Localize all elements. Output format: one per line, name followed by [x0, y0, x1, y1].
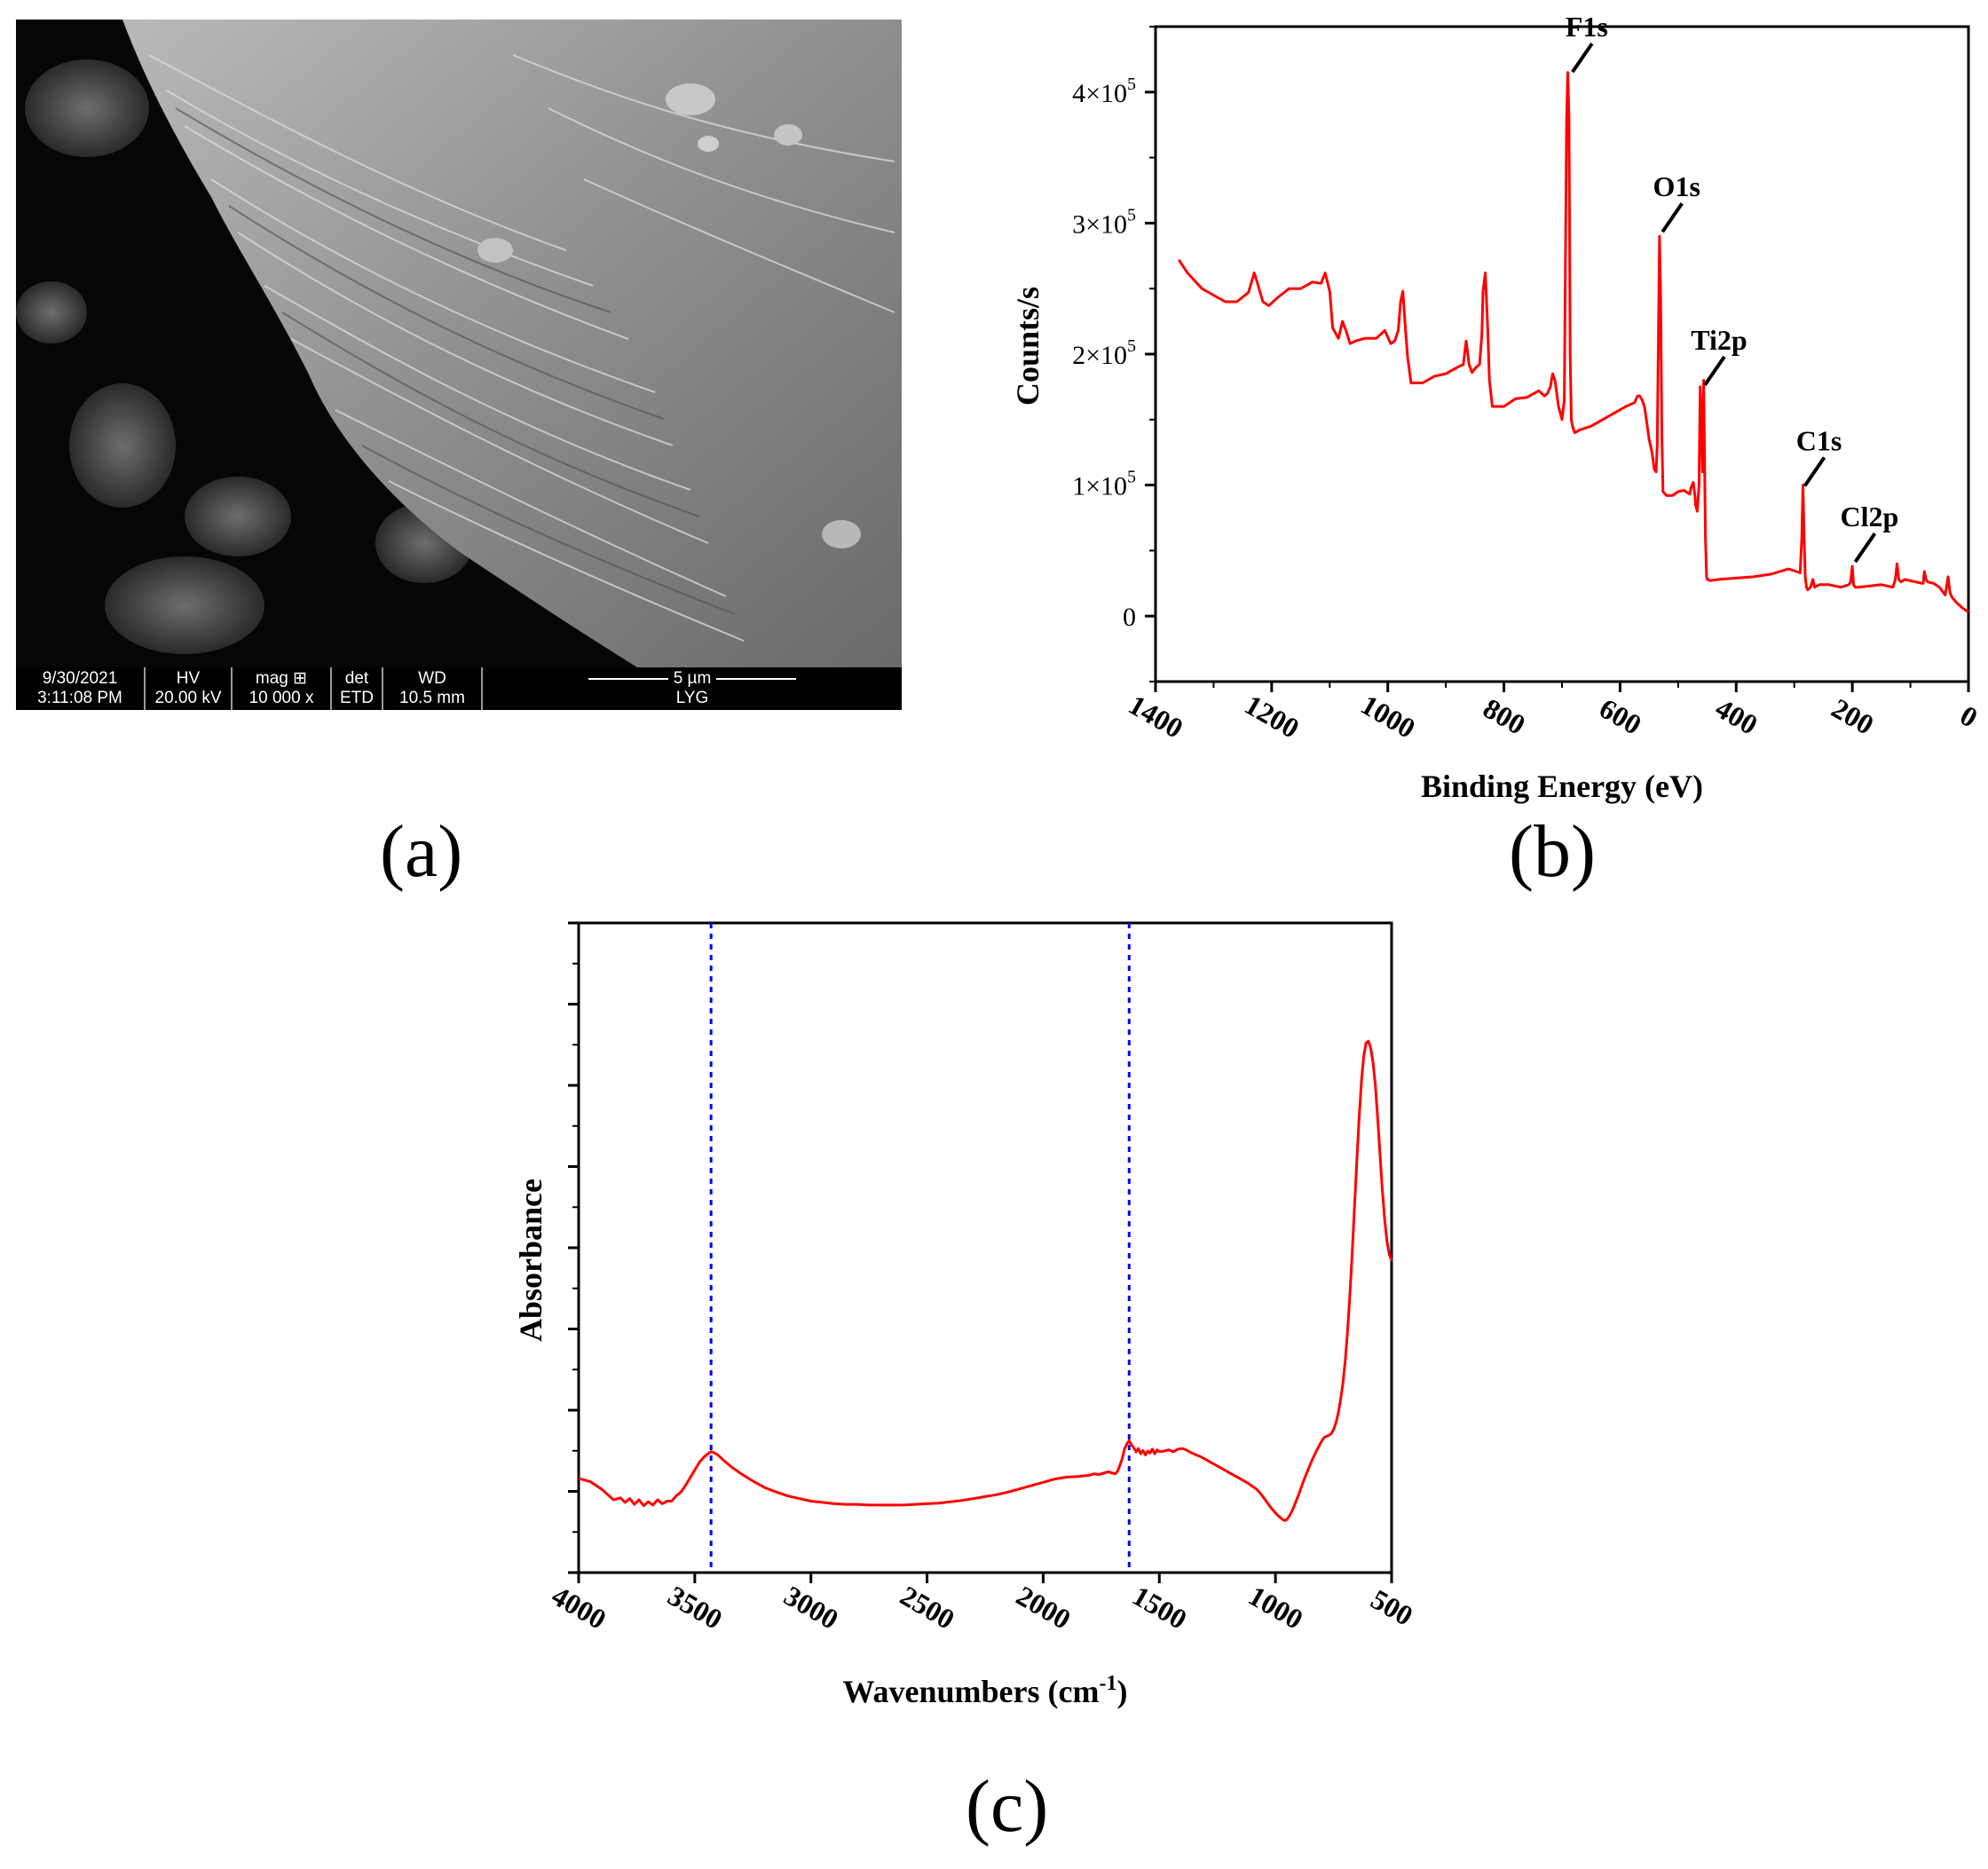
ftir-spectrum-line	[578, 1039, 1393, 1522]
sem-scale-cell: 5 µm LYG	[483, 667, 902, 710]
scale-bar: 5 µm	[588, 669, 797, 689]
ftir-y-axis-label: Absorbance	[513, 1179, 548, 1342]
xps-x-tick-label: 1200	[1240, 689, 1305, 745]
xps-x-tick-label: 0	[1955, 699, 1979, 734]
scale-line-right	[716, 678, 797, 680]
xps-x-tick-label: 800	[1478, 692, 1531, 741]
sem-date-cell: 9/30/2021 3:11:08 PM	[16, 667, 146, 710]
peak-label-ti2p: Ti2p	[1691, 324, 1747, 356]
peak-pointer-ti2p	[1703, 355, 1726, 387]
sem-hv-cell: HV 20.00 kV	[146, 667, 233, 710]
xps-x-tick-label: 1000	[1356, 689, 1421, 745]
sem-wd-label: WD	[418, 669, 446, 688]
xps-y-axis-label: Counts/s	[1010, 287, 1045, 406]
xps-x-axis-label: Binding Energy (eV)	[1421, 769, 1703, 804]
ftir-ticks: 4000 3500 3000 2500 2000 1500 1000 500	[547, 921, 1419, 1636]
xps-x-tick-label: 600	[1594, 692, 1647, 741]
ftir-xlabel-tail: )	[1116, 1674, 1127, 1709]
peak-pointer-cl2p	[1853, 532, 1877, 564]
peak-label-o1s: O1s	[1653, 170, 1700, 202]
xps-x-tick-label: 1400	[1124, 689, 1188, 745]
xps-y-tick-label: 1×105	[1072, 468, 1136, 501]
sem-det-cell: det ETD	[332, 667, 383, 710]
ftir-x-tick-label: 1000	[1243, 1580, 1308, 1636]
ftir-x-tick-label: 2000	[1011, 1580, 1076, 1636]
sem-mag-value: 10 000 x	[248, 689, 314, 707]
xps-plot-frame	[1154, 25, 1970, 683]
scale-label: 5 µm	[673, 669, 712, 688]
sem-mag-cell: mag ⊞ 10 000 x	[233, 667, 332, 710]
ftir-x-tick-label: 500	[1366, 1583, 1419, 1632]
ftir-x-tick-label: 2500	[895, 1580, 959, 1636]
xps-series	[1177, 71, 1969, 614]
peak-label-cl2p: Cl2p	[1841, 501, 1899, 532]
xps-chart: 1400 1200 1000 800 600 400 200 0 0 1×105 2×105 3×10…	[1010, 18, 1979, 804]
sem-micrograph	[16, 20, 902, 667]
peak-pointer-c1s	[1803, 456, 1826, 487]
ftir-xlabel-sup: -1	[1099, 1672, 1116, 1695]
ftir-x-axis-label: Wavenumbers (cm-1)	[843, 1672, 1128, 1709]
peak-label-f1s: F1s	[1566, 18, 1608, 43]
sem-wd-value: 10.5 mm	[399, 689, 465, 707]
xps-y-tick-label: 3×105	[1072, 205, 1136, 239]
sem-time: 3:11:08 PM	[37, 689, 122, 707]
panel-label-a: (a)	[380, 810, 463, 893]
sem-image: 9/30/2021 3:11:08 PM HV 20.00 kV mag ⊞ 1…	[16, 20, 902, 710]
peak-label-c1s: C1s	[1796, 425, 1842, 457]
xps-annotations: F1s O1s Ti2p C1s Cl2p	[1566, 18, 1899, 564]
xps-y-tick-label: 0	[1123, 603, 1136, 632]
xps-ticks: 1400 1200 1000 800 600 400 200 0 0 1×105 2×105 3×10…	[1072, 26, 1979, 745]
sem-operator: LYG	[675, 689, 709, 707]
panel-label-b: (b)	[1509, 810, 1596, 893]
ftir-chart: 4000 3500 3000 2500 2000 1500 1000 500 Wavenumb…	[513, 921, 1419, 1709]
ftir-plot-frame	[577, 921, 1393, 1574]
sem-det-value: ETD	[340, 689, 374, 707]
sem-mag-label: mag ⊞	[255, 669, 308, 688]
ftir-xlabel-main: Wavenumbers (cm	[843, 1674, 1100, 1709]
ftir-x-tick-label: 1500	[1127, 1580, 1192, 1636]
sem-hv-label: HV	[176, 669, 201, 688]
xps-y-tick-label: 4×105	[1072, 75, 1136, 108]
ftir-series	[578, 1039, 1393, 1522]
ftir-x-tick-label: 4000	[547, 1580, 611, 1636]
xps-y-tick-label: 2×105	[1072, 336, 1136, 370]
sem-info-bar: 9/30/2021 3:11:08 PM HV 20.00 kV mag ⊞ 1…	[16, 667, 902, 710]
ftir-x-tick-label: 3000	[779, 1580, 844, 1636]
xps-x-tick-label: 400	[1710, 692, 1763, 741]
peak-pointer-o1s	[1661, 202, 1684, 233]
panel-label-c: (c)	[966, 1765, 1049, 1848]
peak-pointer-f1s	[1571, 43, 1594, 74]
xps-axes	[1154, 25, 1970, 683]
scale-line-left	[588, 678, 668, 680]
ftir-x-tick-label: 3500	[663, 1580, 728, 1636]
xps-spectrum-line	[1177, 71, 1969, 614]
sem-date: 9/30/2021	[42, 669, 118, 688]
sem-hv-value: 20.00 kV	[154, 689, 222, 707]
sem-det-label: det	[344, 669, 369, 688]
ftir-marker-lines	[709, 923, 1131, 1573]
xps-x-tick-label: 200	[1826, 692, 1880, 741]
ftir-axes	[577, 921, 1393, 1574]
sem-wd-cell: WD 10.5 mm	[383, 667, 483, 710]
